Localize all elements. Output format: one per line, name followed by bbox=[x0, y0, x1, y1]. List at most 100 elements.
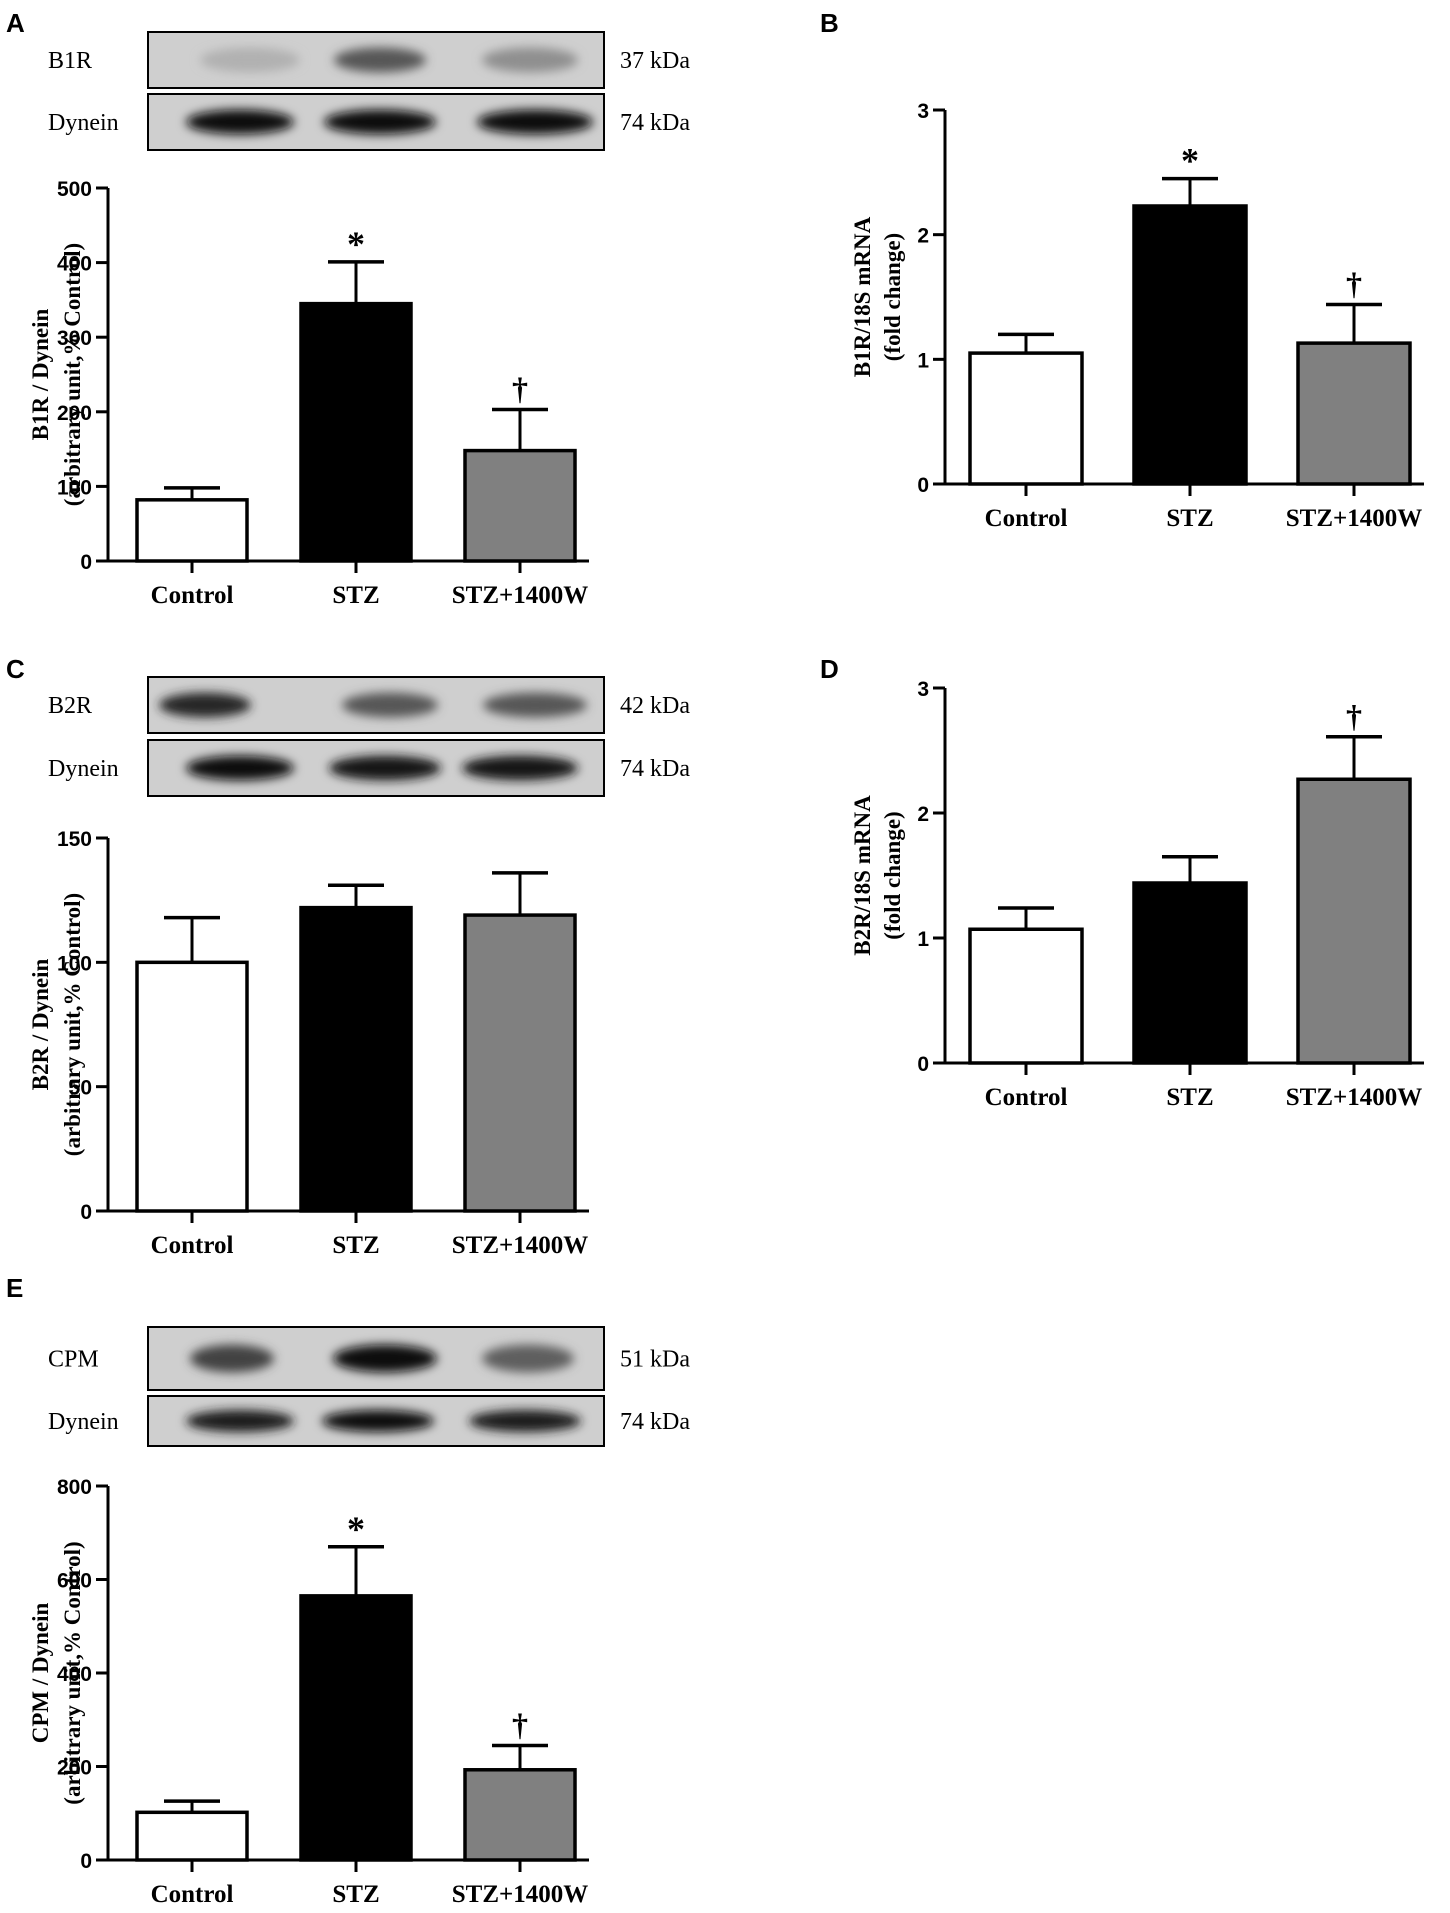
y-axis-label: (arbitrary unit,% Control) bbox=[60, 243, 85, 506]
blot-band bbox=[334, 47, 426, 73]
significance-marker: * bbox=[347, 1509, 365, 1549]
blot-band bbox=[190, 1344, 274, 1373]
panel-letter-c: C bbox=[6, 654, 25, 684]
bar-stz bbox=[299, 1594, 413, 1862]
blot-band bbox=[342, 692, 438, 718]
x-tick-label: STZ+1400W bbox=[452, 582, 589, 609]
significance-marker: * bbox=[347, 224, 365, 264]
y-tick-label: 400 bbox=[57, 1663, 92, 1686]
y-axis-label: B1R/18S mRNA bbox=[850, 216, 875, 377]
y-tick-label: 500 bbox=[57, 178, 92, 201]
y-axis-label: (fold change) bbox=[880, 811, 905, 939]
y-tick-label: 800 bbox=[57, 1476, 92, 1499]
x-tick-label: STZ+1400W bbox=[1286, 1084, 1423, 1111]
blot-band bbox=[159, 692, 251, 718]
blot-band bbox=[482, 1344, 574, 1373]
y-tick-label: 2 bbox=[917, 803, 929, 826]
x-tick-label: STZ bbox=[1166, 505, 1213, 532]
y-tick-label: 1 bbox=[917, 928, 929, 951]
x-tick-label: Control bbox=[151, 582, 234, 609]
y-tick-label: 0 bbox=[80, 1201, 92, 1224]
blot-row-e-1 bbox=[147, 1326, 605, 1391]
significance-marker: † bbox=[512, 371, 528, 407]
x-tick-label: Control bbox=[985, 505, 1068, 532]
y-tick-label: 3 bbox=[917, 678, 929, 701]
blot-band bbox=[482, 47, 578, 73]
y-tick-label: 0 bbox=[917, 474, 929, 497]
blot-protein-label: Dynein bbox=[48, 110, 119, 136]
y-tick-label: 2 bbox=[917, 225, 929, 248]
significance-marker: † bbox=[1346, 265, 1362, 301]
panel-e: E CPM 51 kDa Dynein 74 kDa 0 200 400 600 800 CPM /… bbox=[6, 1273, 690, 1908]
y-tick-label: 3 bbox=[917, 100, 929, 123]
bar-control bbox=[968, 351, 1084, 486]
blot-protein-label: Dynein bbox=[48, 756, 119, 782]
x-tick-label: Control bbox=[151, 1232, 234, 1259]
y-tick-label: 100 bbox=[57, 952, 92, 975]
panel-letter-a: A bbox=[6, 8, 25, 38]
y-axis-label: (arbitrary unit,% Control) bbox=[60, 893, 85, 1156]
blot-band bbox=[324, 109, 436, 135]
panel-letter-e: E bbox=[6, 1273, 23, 1303]
significance-marker: † bbox=[512, 1706, 528, 1742]
blot-row-a-2 bbox=[147, 93, 605, 151]
bar-control bbox=[968, 927, 1084, 1065]
blot-band bbox=[186, 109, 294, 135]
y-tick-label: 100 bbox=[57, 476, 92, 499]
blot-row-c-2 bbox=[147, 739, 605, 797]
blot-kda-label: 37 kDa bbox=[620, 48, 690, 74]
x-tick-label: STZ+1400W bbox=[452, 1881, 589, 1908]
blot-band bbox=[329, 755, 441, 781]
y-tick-label: 50 bbox=[69, 1077, 92, 1100]
panel-d: D 0 1 2 3 B2R/18S mRNA (fold change) Control STZ… bbox=[820, 654, 1424, 1111]
significance-marker: † bbox=[1346, 698, 1362, 734]
blot-protein-label: CPM bbox=[48, 1347, 99, 1373]
blot-kda-label: 74 kDa bbox=[620, 1409, 690, 1435]
panel-c: C B2R 42 kDa Dynein 74 kDa 0 50 100 150 B2R / Dyn… bbox=[6, 654, 690, 1259]
y-tick-label: 0 bbox=[80, 551, 92, 574]
significance-marker: * bbox=[1181, 141, 1199, 181]
bar-stz-1400w bbox=[463, 913, 577, 1213]
bar-stz bbox=[1132, 204, 1248, 486]
y-axis-label: (fold change) bbox=[880, 233, 905, 361]
bar-control bbox=[135, 960, 249, 1213]
blot-row-a-1 bbox=[147, 31, 605, 89]
blot-kda-label: 42 kDa bbox=[620, 693, 690, 719]
panel-a: A B1R 37 kDa Dynein 74 kDa 0 100 200 300 400 500 B1… bbox=[6, 8, 690, 609]
bar-stz-1400w bbox=[1296, 341, 1412, 486]
blot-kda-label: 74 kDa bbox=[620, 110, 690, 136]
y-tick-label: 150 bbox=[57, 828, 92, 851]
y-tick-label: 200 bbox=[57, 1757, 92, 1780]
y-tick-label: 400 bbox=[57, 253, 92, 276]
x-tick-label: Control bbox=[151, 1881, 234, 1908]
y-tick-label: 0 bbox=[917, 1053, 929, 1076]
blot-band bbox=[477, 109, 593, 135]
bar-stz-1400w bbox=[463, 1768, 577, 1862]
bar-control bbox=[135, 498, 249, 563]
y-axis-label: B2R / Dynein bbox=[28, 958, 53, 1090]
y-axis-label: B1R / Dynein bbox=[28, 308, 53, 440]
y-tick-label: 300 bbox=[57, 327, 92, 350]
y-axis-label: CPM / Dynein bbox=[28, 1603, 53, 1744]
blot-band bbox=[462, 755, 578, 781]
x-tick-label: STZ+1400W bbox=[452, 1232, 589, 1259]
blot-band bbox=[322, 1410, 434, 1432]
x-tick-label: STZ+1400W bbox=[1286, 505, 1423, 532]
blot-band bbox=[333, 1344, 437, 1373]
blot-kda-label: 74 kDa bbox=[620, 756, 690, 782]
blot-row-e-2 bbox=[147, 1395, 605, 1447]
y-tick-label: 200 bbox=[57, 402, 92, 425]
bar-control bbox=[135, 1810, 249, 1862]
x-tick-label: STZ bbox=[332, 1232, 379, 1259]
bar-stz bbox=[299, 905, 413, 1213]
y-tick-label: 0 bbox=[80, 1850, 92, 1873]
blot-band bbox=[469, 1410, 581, 1432]
x-tick-label: STZ bbox=[332, 1881, 379, 1908]
blot-band bbox=[186, 1410, 294, 1432]
y-tick-label: 600 bbox=[57, 1570, 92, 1593]
blot-band bbox=[200, 47, 300, 73]
bar-stz bbox=[299, 301, 413, 563]
bar-stz-1400w bbox=[463, 448, 577, 563]
panel-b: B 0 1 2 3 B1R/18S mRNA (fold change) Control STZ… bbox=[820, 8, 1424, 532]
